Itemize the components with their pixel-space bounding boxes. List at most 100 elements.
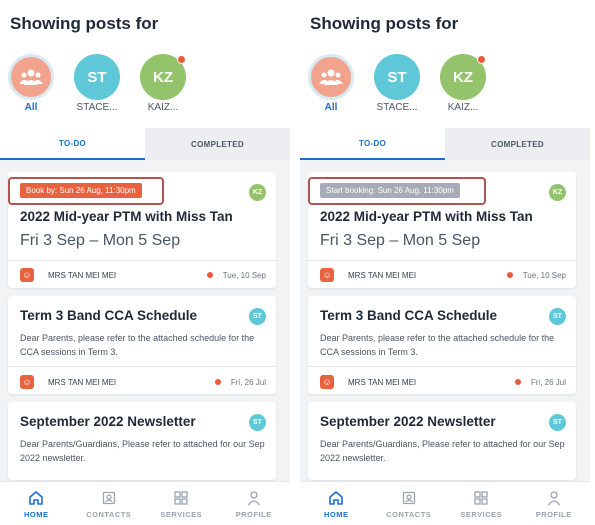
child-tag: ST (549, 308, 566, 325)
header: Showing posts for All ST STACE... KZ KAI… (0, 0, 290, 160)
nav-home[interactable]: HOME (300, 482, 373, 525)
child-tag: KZ (249, 184, 266, 201)
filter-label: KAIZ... (147, 102, 179, 113)
post-body: Dear Parents, please refer to the attach… (20, 333, 255, 357)
booking-deadline-chip: Book by: Sun 26 Aug, 11:30pm (20, 183, 142, 198)
post-date: Tue, 10 Sep (222, 270, 266, 280)
filter-label: KAIZ... (447, 102, 479, 113)
post-card[interactable]: Book by: Sun 26 Aug, 11:30pm KZ 2022 Mid… (8, 172, 276, 288)
child-filter-row: All ST STACE... KZ KAIZ... (6, 54, 188, 113)
nav-label: SERVICES (160, 509, 203, 519)
avatar: ST (74, 54, 120, 100)
nav-services[interactable]: SERVICES (445, 482, 518, 525)
nav-profile[interactable]: PROFILE (518, 482, 591, 525)
page-title: Showing posts for (10, 14, 159, 33)
home-icon (327, 489, 345, 507)
post-footer: ☺ MRS TAN MEI MEI Tue, 10 Sep (20, 266, 266, 284)
school-logo-icon: ☺ (320, 268, 334, 282)
people-icon (308, 54, 354, 100)
post-title: Term 3 Band CCA Schedule (320, 308, 498, 323)
post-body: Dear Parents/Guardians, Please refer to … (20, 439, 265, 463)
child-tag: ST (249, 308, 266, 325)
post-title: Term 3 Band CCA Schedule (20, 308, 198, 323)
nav-profile[interactable]: PROFILE (218, 482, 291, 525)
post-date: Fri, 26 Jul (530, 377, 566, 387)
booking-start-chip: Start booking: Sun 26 Aug, 11:30pm (320, 183, 460, 198)
post-footer: ☺ MRS TAN MEI MEI Fri, 26 Jul (320, 373, 566, 391)
filter-label: All (24, 102, 38, 113)
avatar: ST (374, 54, 420, 100)
people-icon (8, 54, 54, 100)
header: Showing posts for All ST STACE... KZ KAI… (300, 0, 590, 160)
child-filter-row: All ST STACE... KZ KAIZ... (306, 54, 488, 113)
post-title: September 2022 Newsletter (20, 414, 196, 429)
filter-child-kz[interactable]: KZ KAIZ... (438, 54, 488, 113)
post-body: Dear Parents, please refer to the attach… (320, 333, 555, 357)
unread-dot (506, 272, 513, 278)
post-footer: ☺ MRS TAN MEI MEI Fri, 26 Jul (20, 373, 266, 391)
filter-all[interactable]: All (306, 54, 356, 113)
post-card[interactable]: ST Term 3 Band CCA Schedule Dear Parents… (8, 296, 276, 394)
filter-label: STACE... (376, 102, 418, 113)
school-logo-icon: ☺ (20, 375, 34, 389)
bottom-nav: HOME CONTACTS SERVICES PROFILE (300, 481, 590, 525)
filter-all[interactable]: All (6, 54, 56, 113)
bottom-nav: HOME CONTACTS SERVICES PROFILE (0, 481, 290, 525)
sender-name: MRS TAN MEI MEI (348, 270, 417, 280)
sender-name: MRS TAN MEI MEI (348, 377, 417, 387)
unread-dot (514, 379, 521, 385)
nav-label: CONTACTS (86, 509, 132, 519)
divider (308, 260, 576, 261)
post-title: September 2022 Newsletter (320, 414, 496, 429)
nav-label: SERVICES (460, 509, 503, 519)
unread-dot (206, 272, 213, 278)
profile-icon (545, 489, 563, 507)
divider (8, 366, 276, 367)
nav-label: PROFILE (235, 509, 272, 519)
nav-label: PROFILE (535, 509, 572, 519)
home-icon (27, 489, 45, 507)
school-logo-icon: ☺ (320, 375, 334, 389)
filter-child-st[interactable]: ST STACE... (72, 54, 122, 113)
highlight-box (8, 177, 164, 205)
post-card[interactable]: ST September 2022 Newsletter Dear Parent… (308, 402, 576, 480)
child-tag: ST (249, 414, 266, 431)
post-card[interactable]: Start booking: Sun 26 Aug, 11:30pm KZ 20… (308, 172, 576, 288)
filter-child-st[interactable]: ST STACE... (372, 54, 422, 113)
post-title: 2022 Mid-year PTM with Miss Tan (20, 209, 233, 224)
divider (308, 366, 576, 367)
nav-contacts[interactable]: CONTACTS (73, 482, 146, 525)
highlight-box (308, 177, 486, 205)
nav-services[interactable]: SERVICES (145, 482, 218, 525)
post-title: 2022 Mid-year PTM with Miss Tan (320, 209, 533, 224)
child-tag: KZ (549, 184, 566, 201)
school-logo-icon: ☺ (20, 268, 34, 282)
nav-contacts[interactable]: CONTACTS (373, 482, 446, 525)
tab-completed[interactable]: COMPLETED (445, 128, 590, 160)
post-date-range: Fri 3 Sep – Mon 5 Sep (20, 232, 181, 249)
tab-completed[interactable]: COMPLETED (145, 128, 290, 160)
post-body: Dear Parents/Guardians, Please refer to … (320, 439, 565, 463)
nav-home[interactable]: HOME (0, 482, 73, 525)
post-date: Fri, 26 Jul (230, 377, 266, 387)
filter-label: All (324, 102, 338, 113)
contacts-icon (400, 489, 418, 507)
unread-dot (477, 55, 486, 64)
post-card[interactable]: ST Term 3 Band CCA Schedule Dear Parents… (308, 296, 576, 394)
tab-bar: TO-DO COMPLETED (0, 128, 290, 160)
contacts-icon (100, 489, 118, 507)
filter-child-kz[interactable]: KZ KAIZ... (138, 54, 188, 113)
tab-todo[interactable]: TO-DO (300, 128, 445, 160)
tab-todo[interactable]: TO-DO (0, 128, 145, 160)
nav-label: CONTACTS (386, 509, 432, 519)
avatar-initials: KZ (453, 68, 473, 86)
child-tag: ST (549, 414, 566, 431)
divider (8, 260, 276, 261)
post-date-range: Fri 3 Sep – Mon 5 Sep (320, 232, 481, 249)
services-icon (472, 489, 490, 507)
avatar: KZ (440, 54, 486, 100)
screen-start-booking: Showing posts for All ST STACE... KZ KAI… (300, 0, 590, 525)
avatar: KZ (140, 54, 186, 100)
nav-label: HOME (24, 509, 49, 519)
post-card[interactable]: ST September 2022 Newsletter Dear Parent… (8, 402, 276, 480)
